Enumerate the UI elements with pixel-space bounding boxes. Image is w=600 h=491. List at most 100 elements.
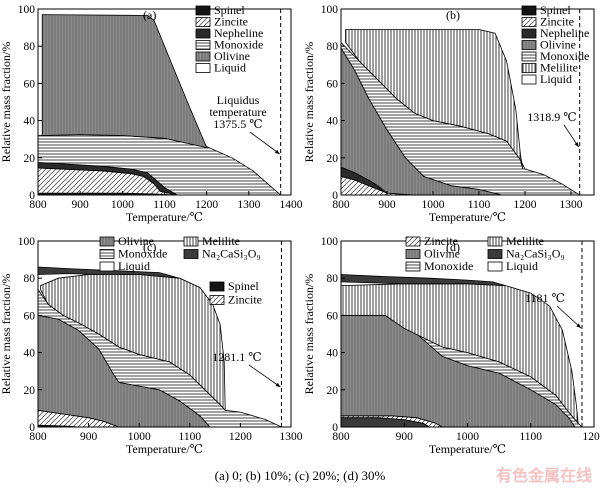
legend-label: Zincite <box>424 234 458 248</box>
annotation-text: temperature <box>209 105 266 119</box>
y-tick-label: 20 <box>24 385 36 397</box>
x-tick-label: 1000 <box>456 431 479 443</box>
y-tick-label: 80 <box>327 273 339 285</box>
panel-label: (a) <box>143 8 156 22</box>
legend-swatch <box>521 5 537 16</box>
area-zincite <box>341 175 415 195</box>
x-tick-label: 1200 <box>229 431 252 443</box>
x-axis-label: Temperature/℃ <box>429 442 506 456</box>
annotation-text: 1375.5 ℃ <box>213 117 262 131</box>
legend-swatch <box>195 5 211 16</box>
legend-swatch <box>195 40 211 50</box>
legend-label: Monoxide <box>540 49 589 63</box>
y-tick-label: 0 <box>332 190 338 202</box>
legend-swatch <box>195 51 211 62</box>
area-olivine <box>41 14 208 149</box>
y-axis-label: Relative mass fraction/% <box>0 274 13 395</box>
legend-item: Olivine <box>99 234 154 248</box>
annotation-text: 1281.1 ℃ <box>212 350 261 364</box>
legend-swatch <box>195 28 211 39</box>
legend-label: Olivine <box>118 234 154 248</box>
area-layers <box>341 274 583 427</box>
y-tick-label: 20 <box>24 153 36 165</box>
legend: Zincite Melilite Olivine Na₂CaSi₃O₉ Monoxide… <box>405 234 565 273</box>
arrow-head <box>576 323 581 328</box>
y-tick-label: 40 <box>327 348 339 360</box>
legend-item: Nepheline <box>521 26 589 40</box>
legend-label: Zincite <box>228 293 262 307</box>
y-tick-label: 60 <box>327 310 339 322</box>
legend-label: Spinel <box>214 3 245 17</box>
y-axis-label: Relative mass fraction/% <box>302 274 316 395</box>
x-tick-label: 800 <box>29 199 47 211</box>
legend-label: Melilite <box>202 234 240 248</box>
legend-swatch <box>195 17 211 27</box>
legend-label: Spinel <box>540 3 571 17</box>
legend-swatch <box>405 261 421 272</box>
x-tick-label: 1200 <box>583 431 600 443</box>
y-axis-label: Relative mass fraction/% <box>0 42 13 163</box>
legend-swatch <box>487 236 503 247</box>
legend-swatch <box>405 249 421 259</box>
legend-label: Liquid <box>540 72 572 86</box>
legend-swatch <box>405 236 421 247</box>
legend-label: Nepheline <box>540 26 589 40</box>
legend-swatch <box>521 40 537 50</box>
legend-label: Zincite <box>214 15 248 29</box>
legend-swatch <box>487 261 503 272</box>
y-tick-label: 0 <box>332 422 338 434</box>
x-tick-label: 1200 <box>514 199 537 211</box>
legend-swatch <box>99 236 115 247</box>
x-tick-label: 800 <box>332 431 350 443</box>
panel-label: (d) <box>446 240 460 254</box>
area-layers <box>38 266 282 427</box>
legend-item: Spinel <box>209 279 259 293</box>
legend-item: Spinel <box>521 3 571 17</box>
legend-swatch <box>521 51 537 62</box>
y-tick-label: 100 <box>321 236 339 248</box>
y-tick-label: 0 <box>29 190 35 202</box>
x-tick-label: 1000 <box>422 199 445 211</box>
axes-frame <box>340 8 595 196</box>
legend-item: Nepheline <box>195 26 263 40</box>
legend-item: Monoxide <box>405 259 473 273</box>
legend-swatch <box>183 249 199 259</box>
legend-swatch <box>487 249 503 259</box>
legend-label: Nepheline <box>214 26 263 40</box>
annotation-arrow <box>249 131 280 155</box>
legend-label: Olivine <box>540 38 576 52</box>
legend-item: Melilite <box>487 234 544 248</box>
legend-item: Zincite <box>405 234 458 248</box>
y-tick-label: 0 <box>29 422 35 434</box>
legend-label: Monoxide <box>118 247 167 261</box>
legend-label: Melilite <box>506 234 544 248</box>
area-layers <box>341 29 581 195</box>
y-tick-label: 60 <box>24 310 36 322</box>
x-tick-label: 900 <box>396 431 414 443</box>
area-melilite <box>341 283 579 425</box>
x-tick-label: 1100 <box>179 431 202 443</box>
legend-label: Melilite <box>540 61 578 75</box>
arrow-head <box>574 142 579 147</box>
y-tick-label: 80 <box>24 41 36 53</box>
x-tick-label: 800 <box>29 431 47 443</box>
y-tick-label: 20 <box>327 385 339 397</box>
x-tick-label: 1200 <box>195 199 218 211</box>
legend-label: Na₂CaSi₃O₉ <box>202 247 261 261</box>
x-tick-label: 1000 <box>111 199 134 211</box>
legend-item: Liquid <box>195 61 246 75</box>
arrow-head <box>274 149 280 154</box>
y-tick-label: 80 <box>327 41 339 53</box>
annotation-arrow <box>556 305 582 329</box>
legend-label: Spinel <box>228 279 259 293</box>
x-tick-label: 1300 <box>237 199 260 211</box>
y-tick-label: 60 <box>327 78 339 90</box>
legend-item: Na₂CaSi₃O₉ <box>487 247 565 261</box>
x-tick-label: 1000 <box>128 431 151 443</box>
legend-label: Liquid <box>506 259 538 273</box>
x-tick-label: 1400 <box>280 199 303 211</box>
legend-swatch <box>521 17 537 27</box>
liquidus-annotation: 1181 ℃ <box>525 291 582 329</box>
y-tick-label: 60 <box>24 78 36 90</box>
